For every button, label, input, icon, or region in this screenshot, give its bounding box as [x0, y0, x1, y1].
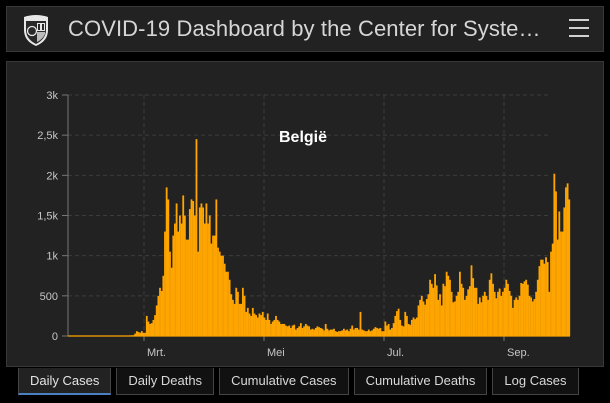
x-tick-label: Mei	[267, 347, 285, 359]
y-tick-label: 0	[52, 331, 58, 343]
y-tick-label: 2k	[46, 170, 58, 182]
tab-cumulative-deaths[interactable]: Cumulative Deaths	[353, 368, 488, 395]
y-tick-label: 500	[40, 291, 58, 303]
x-tick-label: Sep.	[507, 347, 530, 359]
tab-daily-deaths[interactable]: Daily Deaths	[116, 368, 215, 395]
daily-cases-chart: 0 500 1k 1,5k 2k 2,5k 3k Mrt. Mei Jul. Sep. België	[37, 90, 571, 359]
app-header: COVID-19 Dashboard by the Center for Sys…	[6, 6, 604, 52]
chart-card: 0 500 1k 1,5k 2k 2,5k 3k Mrt. Mei Jul. Sep. België	[6, 61, 604, 367]
y-tick-label: 1,5k	[37, 211, 58, 223]
x-tick-label: Mrt.	[147, 347, 166, 359]
chart-country-label: België	[279, 129, 327, 146]
y-tick-label: 2,5k	[37, 130, 58, 142]
y-tick-label: 1k	[46, 251, 58, 263]
tab-cumulative-cases[interactable]: Cumulative Cases	[219, 368, 349, 395]
tab-daily-cases[interactable]: Daily Cases	[18, 368, 112, 395]
tab-log-cases[interactable]: Log Cases	[492, 368, 579, 395]
hamburger-menu-icon[interactable]	[569, 19, 589, 37]
y-tick-label: 3k	[46, 90, 58, 102]
x-tick-label: Jul.	[387, 347, 404, 359]
chart-tabs: Daily Cases Daily Deaths Cumulative Case…	[18, 368, 579, 396]
dashboard-title: COVID-19 Dashboard by the Center for Sys…	[68, 16, 541, 41]
university-shield-icon	[24, 15, 48, 46]
